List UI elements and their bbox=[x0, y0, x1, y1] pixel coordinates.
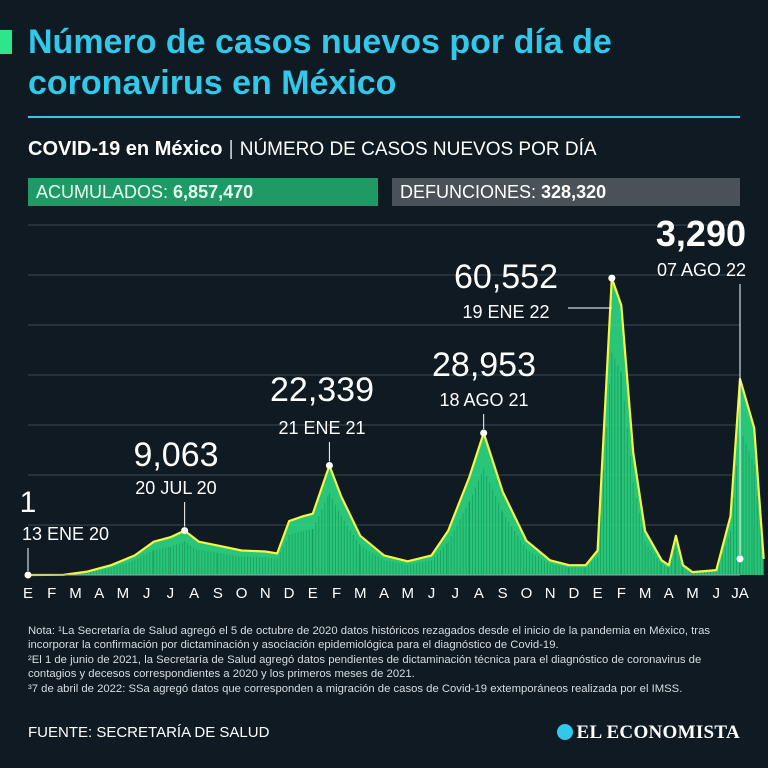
cases-area bbox=[28, 278, 764, 575]
footnotes: Nota: ¹La Secretaría de Salud agregó el … bbox=[28, 624, 744, 696]
month-tick-label: J bbox=[143, 585, 151, 602]
month-tick-label: M bbox=[639, 585, 652, 602]
month-tick-label: J bbox=[451, 585, 459, 602]
annotation-date: 13 ENE 20 bbox=[22, 524, 109, 544]
month-tick-label: N bbox=[545, 585, 556, 602]
month-tick-label: J bbox=[713, 585, 721, 602]
month-tick-label: M bbox=[69, 585, 82, 602]
month-tick-label: M bbox=[686, 585, 699, 602]
annotation-value: 9,063 bbox=[133, 436, 218, 474]
month-tick-label: A bbox=[379, 585, 389, 602]
acumulados-badge: ACUMULADOS: 6,857,470 bbox=[28, 178, 378, 206]
annotation-value: 60,552 bbox=[454, 258, 558, 296]
month-tick-label: N bbox=[260, 585, 271, 602]
month-tick-label: F bbox=[332, 585, 341, 602]
chart-subtitle: COVID-19 en México | NÚMERO DE CASOS NUEVO… bbox=[28, 136, 597, 163]
annotation-dot bbox=[480, 429, 488, 437]
month-tick-label: S bbox=[213, 585, 223, 602]
subtitle-separator: | bbox=[228, 138, 234, 160]
footnote-2: ²El 1 de junio de 2021, la Secretaría de… bbox=[28, 653, 702, 681]
month-tick-label: J bbox=[167, 585, 175, 602]
annotation-date: 18 AGO 21 bbox=[439, 390, 528, 410]
month-tick-label: A bbox=[94, 585, 104, 602]
month-tick-label: O bbox=[521, 585, 533, 602]
annotation-date: 19 ENE 22 bbox=[462, 302, 549, 322]
month-tick-label: E bbox=[593, 585, 603, 602]
month-tick-label: F bbox=[47, 585, 56, 602]
annotation-dot bbox=[24, 571, 32, 579]
title-accent-bar bbox=[0, 30, 12, 54]
month-tick-label: D bbox=[568, 585, 579, 602]
source-note: FUENTE: SECRETARÍA DE SALUD bbox=[28, 724, 270, 741]
brand-icon bbox=[556, 724, 573, 740]
annotation-value: 1 bbox=[20, 486, 37, 519]
month-tick-label: E bbox=[308, 585, 318, 602]
annotation-value: 3,290 bbox=[656, 213, 746, 254]
subtitle-bold: COVID-19 en México bbox=[28, 138, 223, 160]
month-tick-label: J bbox=[428, 585, 436, 602]
page-title: Número de casos nuevos por día de corona… bbox=[28, 23, 612, 102]
month-tick-label: F bbox=[617, 585, 626, 602]
month-tick-label: M bbox=[401, 585, 414, 602]
annotation-date: 07 AGO 22 bbox=[657, 260, 746, 280]
defunciones-badge: DEFUNCIONES: 328,320 bbox=[392, 178, 740, 206]
month-tick-label: A bbox=[189, 585, 199, 602]
month-tick-label: O bbox=[236, 585, 248, 602]
acumulados-value: 6,857,470 bbox=[173, 182, 254, 202]
brand-name: EL ECONOMISTA bbox=[576, 722, 740, 743]
month-tick-label: M bbox=[117, 585, 130, 602]
annotation-dot bbox=[325, 461, 333, 469]
month-tick-label: D bbox=[284, 585, 295, 602]
annotation-dot bbox=[181, 527, 189, 535]
subtitle-description: NÚMERO DE CASOS NUEVOS POR DÍA bbox=[239, 139, 597, 160]
month-tick-label: JA bbox=[731, 585, 749, 602]
annotation-value: 22,339 bbox=[270, 371, 374, 409]
month-tick-label: A bbox=[474, 585, 484, 602]
month-tick-label: E bbox=[23, 585, 33, 602]
annotation-value: 28,953 bbox=[432, 346, 536, 384]
defunciones-label: DEFUNCIONES: bbox=[400, 182, 537, 202]
brand-logo: EL ECONOMISTA bbox=[556, 722, 741, 744]
annotation-date: 20 JUL 20 bbox=[135, 478, 216, 498]
title-divider bbox=[28, 116, 740, 118]
month-tick-label: S bbox=[498, 585, 508, 602]
average-line bbox=[27, 277, 765, 577]
annotation-date: 21 ENE 21 bbox=[278, 418, 365, 438]
acumulados-label: ACUMULADOS: bbox=[36, 182, 169, 202]
month-tick-label: M bbox=[354, 585, 367, 602]
defunciones-value: 328,320 bbox=[541, 182, 607, 202]
footnote-3: ³7 de abril de 2022: SSa agregó datos qu… bbox=[28, 682, 683, 695]
footnote-1: Nota: ¹La Secretaría de Salud agregó el … bbox=[28, 625, 710, 652]
annotation-dot bbox=[736, 555, 744, 563]
annotation-dot bbox=[608, 274, 616, 282]
month-tick-label: A bbox=[664, 585, 674, 602]
